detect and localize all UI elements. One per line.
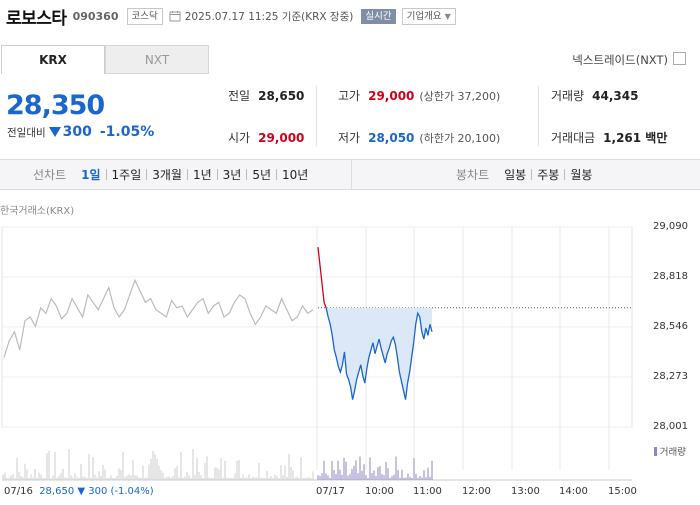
stat-value: 44,345 xyxy=(592,88,639,103)
stat-label: 고가 xyxy=(338,89,361,103)
stat-low: 저가 28,050 (하한가 20,100) xyxy=(338,129,500,146)
period-separator xyxy=(246,169,248,180)
exchange-tabs: KRX NXT xyxy=(1,45,211,74)
line-chart-periods: 선차트 1일 1주일 3개월 1년 3년 5년 10년 xyxy=(33,160,313,189)
period-5[interactable]: 5년 xyxy=(252,168,272,182)
period-separator xyxy=(216,169,218,180)
volume-legend-label: 거래량 xyxy=(659,447,686,458)
x-tick-label: 12:00 xyxy=(462,486,491,497)
period-0[interactable]: 1일 xyxy=(81,168,101,182)
price-stats: 전일 28,650 시가 29,000 고가 29,000 (상한가 37,20… xyxy=(210,78,700,153)
stat-amount: 거래대금 1,261 백만 xyxy=(551,129,667,146)
timestamp: 2025.07.17 11:25 기준(KRX 장중) xyxy=(184,10,354,23)
stat-label: 거래대금 xyxy=(551,131,596,145)
period-separator xyxy=(276,169,278,180)
line-chart-label: 선차트 xyxy=(33,168,67,182)
period-6[interactable]: 10년 xyxy=(282,168,309,182)
stat-sub: (하한가 20,100) xyxy=(419,131,501,145)
stat-label: 저가 xyxy=(338,131,361,145)
candle-chart-periods: 봉차트 일봉 주봉 월봉 xyxy=(456,160,597,189)
nxt-link[interactable]: 넥스트레이드(NXT) xyxy=(572,53,668,67)
stat-sub: (상한가 37,200) xyxy=(419,89,501,103)
candle-period-1[interactable]: 주봉 xyxy=(537,168,560,182)
chart-source: 한국거래소(KRX) xyxy=(0,206,75,217)
stats-divider xyxy=(316,86,317,146)
change-label: 전일대비 xyxy=(7,126,46,139)
market-badge: 코스닥 xyxy=(126,7,163,25)
change-percent: -1.05% xyxy=(99,124,155,140)
period-1[interactable]: 1주일 xyxy=(111,168,142,182)
change-value: 300 xyxy=(62,124,92,140)
stat-value: 28,050 xyxy=(368,130,415,145)
volume-legend: 거래량 xyxy=(653,444,686,458)
prev-close: 28,650 xyxy=(39,486,75,497)
candle-separator xyxy=(564,169,566,180)
y-tick-label: 28,546 xyxy=(653,320,688,332)
prev-day-summary: 07/16 28,650 ▼ 300 (-1.04%) xyxy=(4,486,154,497)
stat-open: 시가 29,000 xyxy=(228,129,304,146)
period-4[interactable]: 3년 xyxy=(222,168,242,182)
stock-name: 로보스타 xyxy=(6,8,67,29)
stat-value: 1,261 백만 xyxy=(603,131,668,145)
period-2[interactable]: 3개월 xyxy=(152,168,182,182)
stat-value: 28,650 xyxy=(258,88,305,103)
current-price: 28,350 xyxy=(6,90,105,121)
tab-nxt[interactable]: NXT xyxy=(105,45,209,74)
chevron-down-icon: ▼ xyxy=(444,11,451,21)
corp-info-label: 기업개요 xyxy=(406,10,442,22)
tab-krx[interactable]: KRX xyxy=(1,45,105,74)
calendar-icon xyxy=(169,11,181,22)
stat-label: 시가 xyxy=(228,131,251,145)
x-tick-label: 07/17 xyxy=(316,486,345,497)
prev-date: 07/16 xyxy=(4,486,33,497)
y-tick-label: 28,818 xyxy=(653,270,688,282)
price-change: 전일대비 300 -1.05% xyxy=(7,124,154,140)
period-separator xyxy=(146,169,148,180)
stat-label: 거래량 xyxy=(551,89,585,103)
y-tick-label: 28,273 xyxy=(653,371,688,383)
below-prev-close-fill xyxy=(326,307,432,400)
y-tick-label: 29,090 xyxy=(653,221,688,232)
live-badge: 실시간 xyxy=(361,8,396,24)
volume-swatch xyxy=(653,446,657,456)
stock-header: 로보스타 090360 코스닥 2025.07.17 11:25 기준(KRX … xyxy=(0,0,700,32)
candle-period-0[interactable]: 일봉 xyxy=(504,168,527,182)
x-tick-label: 14:00 xyxy=(559,486,588,497)
stats-divider xyxy=(538,86,539,146)
candle-period-2[interactable]: 월봉 xyxy=(570,168,593,182)
x-tick-label: 10:00 xyxy=(365,486,394,497)
today-down-line xyxy=(325,307,433,400)
x-tick-label: 13:00 xyxy=(511,486,540,497)
stat-prev-close: 전일 28,650 xyxy=(228,87,304,104)
stat-label: 전일 xyxy=(228,89,251,103)
stock-code: 090360 xyxy=(72,9,119,23)
down-triangle-icon xyxy=(48,127,61,137)
today-up-line xyxy=(317,247,327,309)
corp-info-button[interactable]: 기업개요 ▼ xyxy=(401,7,456,25)
stat-value: 29,000 xyxy=(258,130,305,145)
period-divider xyxy=(351,160,352,189)
period-separator xyxy=(186,169,188,180)
prev-change: ▼ 300 (-1.04%) xyxy=(77,486,154,497)
nxt-checkbox[interactable] xyxy=(673,52,686,65)
stat-value: 29,000 xyxy=(368,88,415,103)
x-tick-label: 15:00 xyxy=(608,486,637,497)
prev-day-line xyxy=(3,278,314,358)
candle-chart-label: 봉차트 xyxy=(456,168,490,182)
period-3[interactable]: 1년 xyxy=(192,168,212,182)
candle-separator xyxy=(531,169,533,180)
x-tick-label: 11:00 xyxy=(413,486,442,497)
stat-volume: 거래량 44,345 xyxy=(551,87,638,104)
period-separator xyxy=(105,169,107,180)
period-bar: 선차트 1일 1주일 3개월 1년 3년 5년 10년 봉차트 일봉 주봉 월봉 xyxy=(0,159,700,190)
stat-high: 고가 29,000 (상한가 37,200) xyxy=(338,87,500,104)
y-tick-label: 28,001 xyxy=(653,421,688,432)
